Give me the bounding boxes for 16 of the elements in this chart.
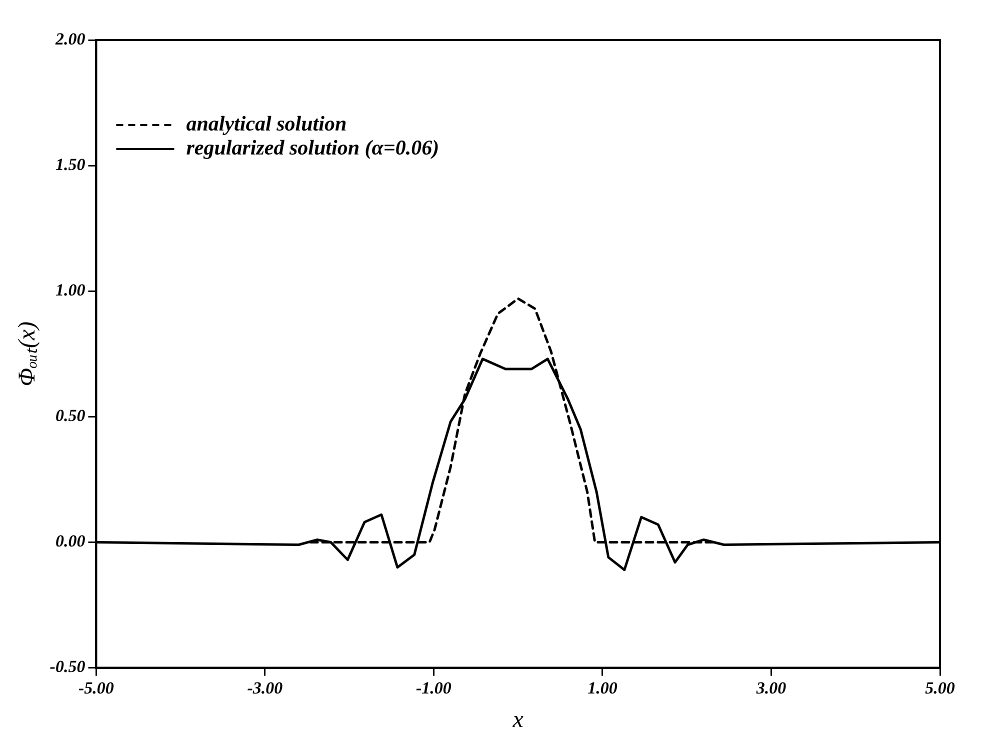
x-tick-label: -5.00 bbox=[78, 678, 114, 698]
y-tick-label: 0.50 bbox=[55, 406, 86, 426]
legend-label: regularized solution (α=0.06) bbox=[186, 135, 440, 160]
x-tick-label: 5.00 bbox=[925, 678, 956, 698]
y-tick-label: 2.00 bbox=[54, 29, 86, 48]
x-axis-title: x bbox=[512, 706, 524, 733]
x-tick-label: 3.00 bbox=[755, 678, 787, 698]
y-axis-title: Φₒᵤₜ(x) bbox=[14, 322, 41, 386]
x-tick-label: 1.00 bbox=[588, 678, 618, 698]
x-tick-label: -3.00 bbox=[247, 678, 284, 698]
legend-label: analytical solution bbox=[186, 111, 347, 136]
x-tick-label: -1.00 bbox=[416, 678, 452, 698]
y-tick-label: 1.50 bbox=[55, 154, 86, 174]
y-tick-label: 1.00 bbox=[55, 280, 86, 300]
y-tick-label: 0.00 bbox=[55, 532, 86, 551]
y-tick-label: -0.50 bbox=[50, 657, 86, 676]
